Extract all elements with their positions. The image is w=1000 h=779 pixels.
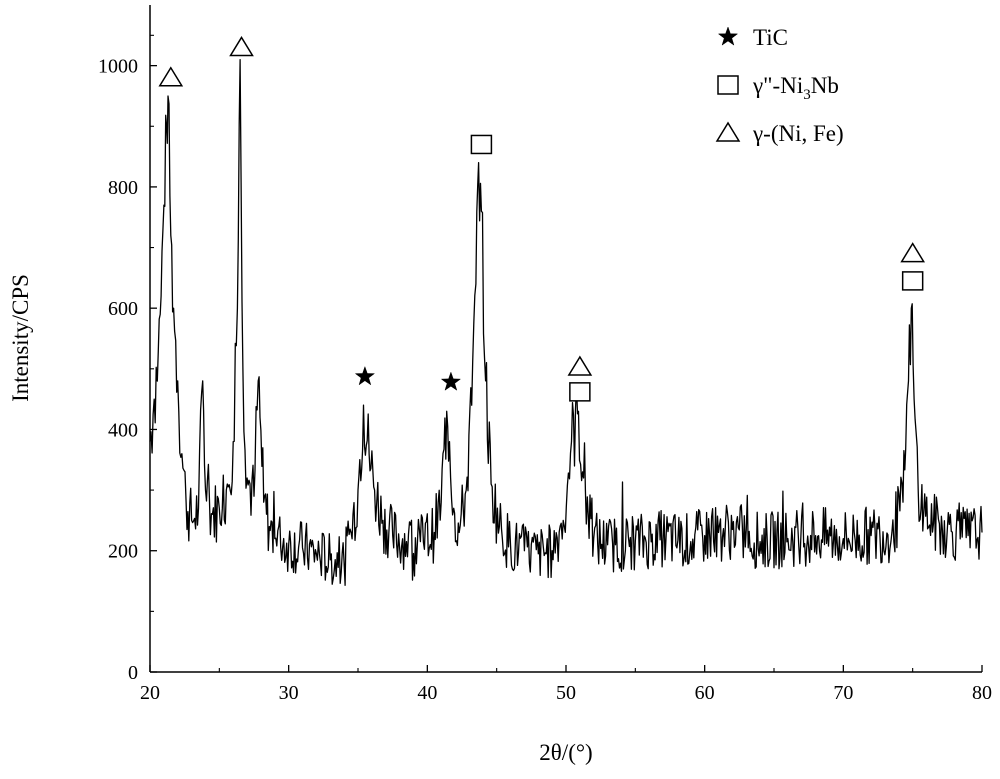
y-axis-title: Intensity/CPS xyxy=(8,274,33,402)
legend-triangle-icon xyxy=(717,123,739,141)
legend-label: γ"-Ni3Nb xyxy=(752,73,839,103)
square-marker xyxy=(903,272,923,290)
x-tick-label: 40 xyxy=(417,682,437,704)
y-ticks: 0 200 400 600 800 1000 xyxy=(98,35,157,684)
x-ticks: 20 30 40 50 60 70 80 xyxy=(140,665,992,704)
x-tick-label: 20 xyxy=(140,682,160,704)
legend-label-main: γ"-Ni xyxy=(752,73,803,98)
y-tick-label: 800 xyxy=(108,177,138,199)
legend-label-main: γ-(Ni, Fe) xyxy=(752,121,844,146)
legend-item: γ"-Ni3Nb xyxy=(718,73,839,103)
square-marker xyxy=(471,135,491,153)
y-tick-label: 400 xyxy=(108,419,138,441)
legend-label: TiC xyxy=(753,25,788,50)
legend-square-icon xyxy=(718,76,738,94)
y-tick-label: 600 xyxy=(108,298,138,320)
triangle-marker xyxy=(569,357,591,375)
legend: TiC γ"-Ni3Nb γ-(Ni, Fe) xyxy=(717,25,844,146)
star-marker xyxy=(441,372,460,390)
star-marker xyxy=(355,367,374,385)
x-tick-label: 80 xyxy=(972,682,992,704)
y-tick-label: 1000 xyxy=(98,56,138,78)
triangle-marker xyxy=(902,244,924,262)
x-tick-label: 30 xyxy=(279,682,299,704)
legend-item: TiC xyxy=(719,25,788,50)
legend-label-main: TiC xyxy=(753,25,788,50)
legend-label-subscript: 3 xyxy=(803,87,811,103)
x-tick-label: 70 xyxy=(833,682,853,704)
plot-area: 20 30 40 50 60 70 80 0 200 400 600 800 1000 xyxy=(98,5,992,704)
y-tick-label: 0 xyxy=(128,662,138,684)
x-tick-label: 50 xyxy=(556,682,576,704)
square-marker xyxy=(570,383,590,401)
y-tick-label: 200 xyxy=(108,541,138,563)
legend-star-icon xyxy=(719,27,738,45)
legend-label: γ-(Ni, Fe) xyxy=(752,121,844,146)
x-tick-label: 60 xyxy=(695,682,715,704)
series-line xyxy=(150,60,982,586)
legend-item: γ-(Ni, Fe) xyxy=(717,121,844,146)
triangle-marker xyxy=(160,68,182,86)
legend-label-tail: Nb xyxy=(811,73,839,98)
triangle-marker xyxy=(231,37,253,55)
x-axis-title: 2θ/(°) xyxy=(539,740,592,765)
